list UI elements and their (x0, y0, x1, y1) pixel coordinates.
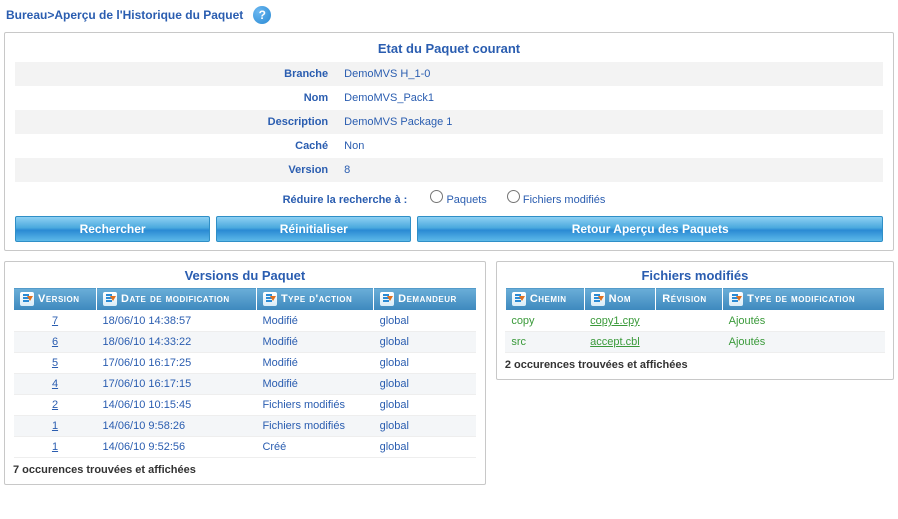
table-row: 114/06/10 9:58:26Fichiers modifiésglobal (14, 416, 477, 437)
filter-radio[interactable] (507, 190, 520, 203)
reset-button[interactable]: Réinitialiser (216, 216, 411, 242)
kv-value: DemoMVS Package 1 (336, 110, 883, 134)
table-row: srcaccept.cblAjoutés (505, 332, 884, 353)
column-header[interactable]: Chemin (505, 288, 584, 311)
kv-value: 8 (336, 158, 883, 182)
help-icon[interactable]: ? (253, 6, 271, 24)
breadcrumb-root[interactable]: Bureau (6, 8, 47, 22)
table-row: 417/06/10 16:17:15Modifiéglobal (14, 374, 477, 395)
sort-icon[interactable] (591, 292, 605, 306)
search-button[interactable]: Rechercher (15, 216, 210, 242)
files-title: Fichiers modifiés (505, 268, 885, 287)
kv-value: Non (336, 134, 883, 158)
version-link[interactable]: 5 (52, 357, 58, 369)
file-link[interactable]: copy1.cpy (590, 315, 640, 327)
version-link[interactable]: 2 (52, 399, 58, 411)
breadcrumb-page: Aperçu de l'Historique du Paquet (54, 8, 243, 22)
filter-option[interactable]: Fichiers modifiés (507, 194, 606, 206)
status-panel: Etat du Paquet courant BrancheDemoMVS H_… (4, 32, 894, 251)
filter-label: Réduire la recherche à : (283, 194, 408, 206)
column-header[interactable]: Demandeur (374, 288, 477, 311)
column-header[interactable]: Type de modification (723, 288, 885, 311)
table-row: 618/06/10 14:33:22Modifiéglobal (14, 332, 477, 353)
table-row: 114/06/10 9:52:56Crééglobal (14, 437, 477, 458)
column-header[interactable]: Version (14, 288, 97, 311)
version-link[interactable]: 7 (52, 315, 58, 327)
column-header[interactable]: Nom (584, 288, 656, 311)
table-row: 517/06/10 16:17:25Modifiéglobal (14, 353, 477, 374)
version-link[interactable]: 6 (52, 336, 58, 348)
column-header[interactable]: Date de modification (97, 288, 257, 311)
kv-label: Nom (15, 86, 336, 110)
version-link[interactable]: 4 (52, 378, 58, 390)
files-panel: Fichiers modifiés CheminNomRévisionType … (496, 261, 894, 380)
kv-label: Caché (15, 134, 336, 158)
back-button[interactable]: Retour Aperçu des Paquets (417, 216, 883, 242)
filter-option[interactable]: Paquets (430, 194, 486, 206)
table-row: 718/06/10 14:38:57Modifiéglobal (14, 311, 477, 332)
filter-radio[interactable] (430, 190, 443, 203)
sort-icon[interactable] (103, 292, 117, 306)
versions-footer: 7 occurences trouvées et affichées (13, 458, 477, 476)
filter-row: Réduire la recherche à : Paquets Fichier… (15, 182, 883, 212)
status-panel-title: Etat du Paquet courant (15, 41, 883, 62)
kv-value: DemoMVS H_1-0 (336, 62, 883, 86)
kv-label: Description (15, 110, 336, 134)
versions-title: Versions du Paquet (13, 268, 477, 287)
sort-icon[interactable] (380, 292, 394, 306)
kv-label: Version (15, 158, 336, 182)
kv-value: DemoMVS_Pack1 (336, 86, 883, 110)
table-row: 214/06/10 10:15:45Fichiers modifiésgloba… (14, 395, 477, 416)
files-footer: 2 occurences trouvées et affichées (505, 353, 885, 371)
sort-icon[interactable] (729, 292, 743, 306)
column-header[interactable]: Type d'action (256, 288, 373, 311)
breadcrumb: Bureau>Aperçu de l'Historique du Paquet … (4, 4, 894, 32)
kv-label: Branche (15, 62, 336, 86)
sort-icon[interactable] (263, 292, 277, 306)
file-link[interactable]: accept.cbl (590, 336, 640, 348)
versions-panel: Versions du Paquet VersionDate de modifi… (4, 261, 486, 485)
table-row: copycopy1.cpyAjoutés (505, 311, 884, 332)
column-header[interactable]: Révision (656, 288, 723, 311)
sort-icon[interactable] (20, 292, 34, 306)
sort-icon[interactable] (512, 292, 526, 306)
version-link[interactable]: 1 (52, 420, 58, 432)
version-link[interactable]: 1 (52, 441, 58, 453)
